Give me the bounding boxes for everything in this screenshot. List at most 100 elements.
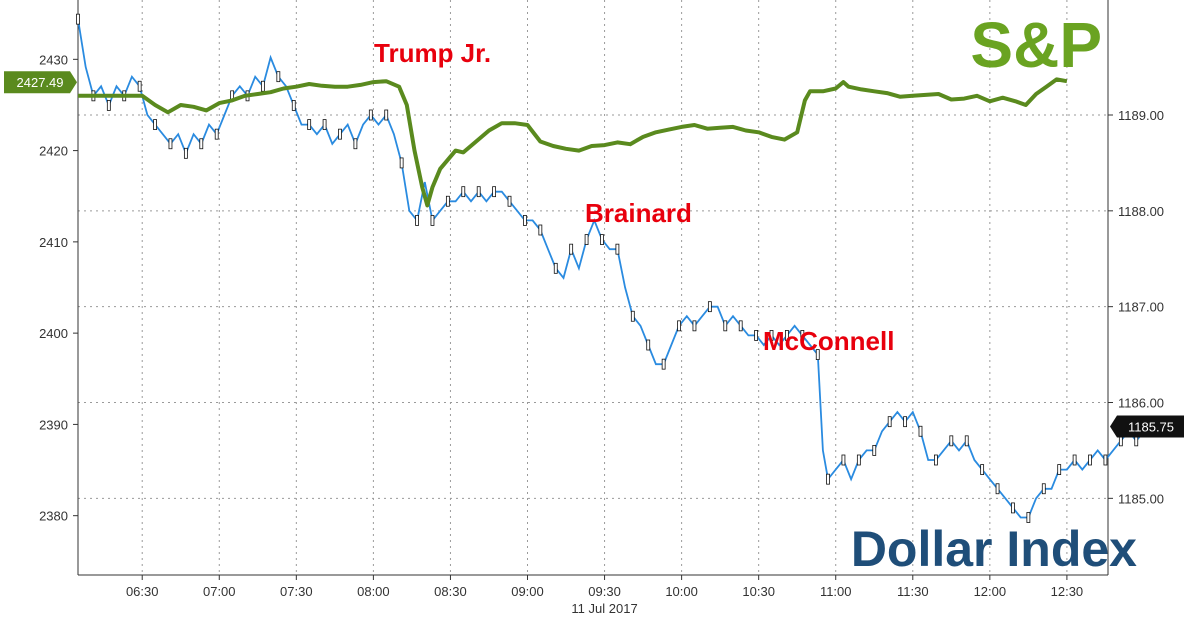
dollar-candle	[507, 195, 512, 207]
right-tick-label: 1187.00	[1118, 300, 1164, 315]
left-tick-label: 2380	[39, 509, 68, 524]
x-tick-label: 11:00	[820, 584, 852, 599]
dollar-candle	[918, 425, 923, 437]
dollar-candle	[492, 186, 497, 198]
x-tick-label: 10:00	[665, 584, 698, 599]
dollar-candle	[214, 128, 219, 140]
x-tick-label: 11:30	[897, 584, 929, 599]
dollar-candle	[800, 330, 805, 341]
dollar-candle	[872, 445, 877, 456]
dollar-candle	[261, 80, 265, 92]
dollar-candle	[1088, 454, 1092, 466]
dollar-candle	[1041, 483, 1046, 495]
dollar-candle	[76, 13, 80, 25]
x-tick-label: 07:30	[280, 584, 313, 599]
sp-line	[78, 77, 1068, 208]
dollar-candle	[584, 234, 589, 245]
dollar-candle	[183, 147, 188, 159]
dollar-candle	[538, 224, 543, 236]
x-tick-label: 07:00	[203, 584, 236, 599]
dollar-index-line	[77, 19, 1168, 519]
dollar-candle	[476, 186, 481, 198]
dollar-series-title: Dollar Index	[851, 521, 1137, 577]
dollar-candle	[1103, 454, 1108, 466]
dollar-candle	[1057, 464, 1062, 475]
dollar-candle	[677, 320, 681, 332]
dollar-candle	[322, 119, 327, 130]
dollar-candle	[291, 100, 296, 111]
grid	[78, 0, 1108, 575]
left-tick-label: 2430	[39, 52, 68, 67]
dollar-value-badge	[1110, 415, 1184, 438]
right-tick-label: 1186.00	[1118, 396, 1164, 411]
dollar-candle	[661, 358, 666, 370]
dollar-candle	[1011, 502, 1015, 514]
series-group	[76, 13, 1169, 523]
x-tick-label: 06:30	[126, 584, 159, 599]
dollar-candle	[646, 339, 651, 351]
dollar-candle	[887, 416, 892, 428]
labels: 2427.49 1185.75 Trump Jr. Brainard McConnell…	[4, 9, 1184, 577]
x-tick-label: 09:00	[511, 584, 544, 599]
dollar-candle	[738, 320, 743, 332]
sp-series-title: S&P	[970, 9, 1102, 81]
left-tick-label: 2400	[39, 326, 68, 341]
dollar-candle	[785, 330, 789, 341]
dollar-candle	[353, 138, 358, 150]
dollar-candle	[615, 243, 620, 255]
x-tick-label: 12:00	[974, 584, 1007, 599]
x-tick-label: 08:30	[434, 584, 467, 599]
dollar-candle	[307, 119, 312, 130]
dollar-candle	[856, 454, 861, 466]
dollar-candle	[754, 330, 759, 341]
dollar-candle	[153, 119, 157, 130]
right-tick-label: 1185.00	[1118, 491, 1164, 506]
x-tick-label: 09:30	[588, 584, 621, 599]
annotation-label: Brainard	[585, 198, 692, 228]
axes: 06:30 07:00 07:30 08:00 08:30 09:00 09:30 10:00…	[39, 0, 1164, 616]
dollar-candle	[964, 435, 969, 447]
dollar-candle	[168, 138, 173, 150]
dollar-candle	[949, 435, 954, 447]
dollar-candle	[980, 464, 985, 475]
dollar-candle	[934, 454, 938, 466]
dollar-candle	[692, 320, 697, 332]
left-tick-label: 2390	[39, 417, 68, 432]
dollar-candle	[461, 186, 466, 198]
dollar-candle	[384, 109, 389, 121]
dollar-candle	[815, 349, 820, 360]
dollar-candle	[445, 195, 450, 207]
sp-value-label: 2427.49	[17, 75, 64, 90]
dollar-candle	[276, 71, 281, 83]
dollar-candle	[769, 330, 774, 341]
right-tick-label: 1189.00	[1118, 108, 1164, 123]
dollar-candle	[903, 416, 907, 428]
dollar-candle	[338, 128, 342, 140]
annotation-label: McConnell	[763, 326, 894, 356]
dollar-candle	[995, 483, 1000, 495]
dollar-candle	[430, 215, 435, 226]
dollar-candle	[826, 473, 830, 485]
right-tick-label: 1188.00	[1118, 204, 1164, 219]
dollar-value-label: 1185.75	[1128, 419, 1174, 434]
dollar-candle	[1072, 454, 1077, 466]
x-date-label: 11 Jul 2017	[571, 601, 637, 616]
x-tick-label: 12:30	[1051, 584, 1084, 599]
dollar-candle	[106, 100, 111, 111]
dollar-candle	[723, 320, 728, 332]
annotation-label: Trump Jr.	[374, 38, 491, 68]
sp-value-badge	[4, 71, 77, 94]
dollar-candle	[368, 109, 373, 121]
x-tick-label: 08:00	[357, 584, 390, 599]
dollar-candle	[553, 262, 558, 274]
dollar-candle	[415, 215, 419, 226]
x-tick-label: 10:30	[742, 584, 775, 599]
dollar-candle	[707, 301, 712, 313]
dollar-candle	[569, 243, 574, 255]
dollar-candle	[199, 138, 204, 150]
dollar-candle	[630, 310, 635, 322]
dollar-candle	[841, 454, 846, 466]
dollar-candle	[600, 234, 604, 245]
